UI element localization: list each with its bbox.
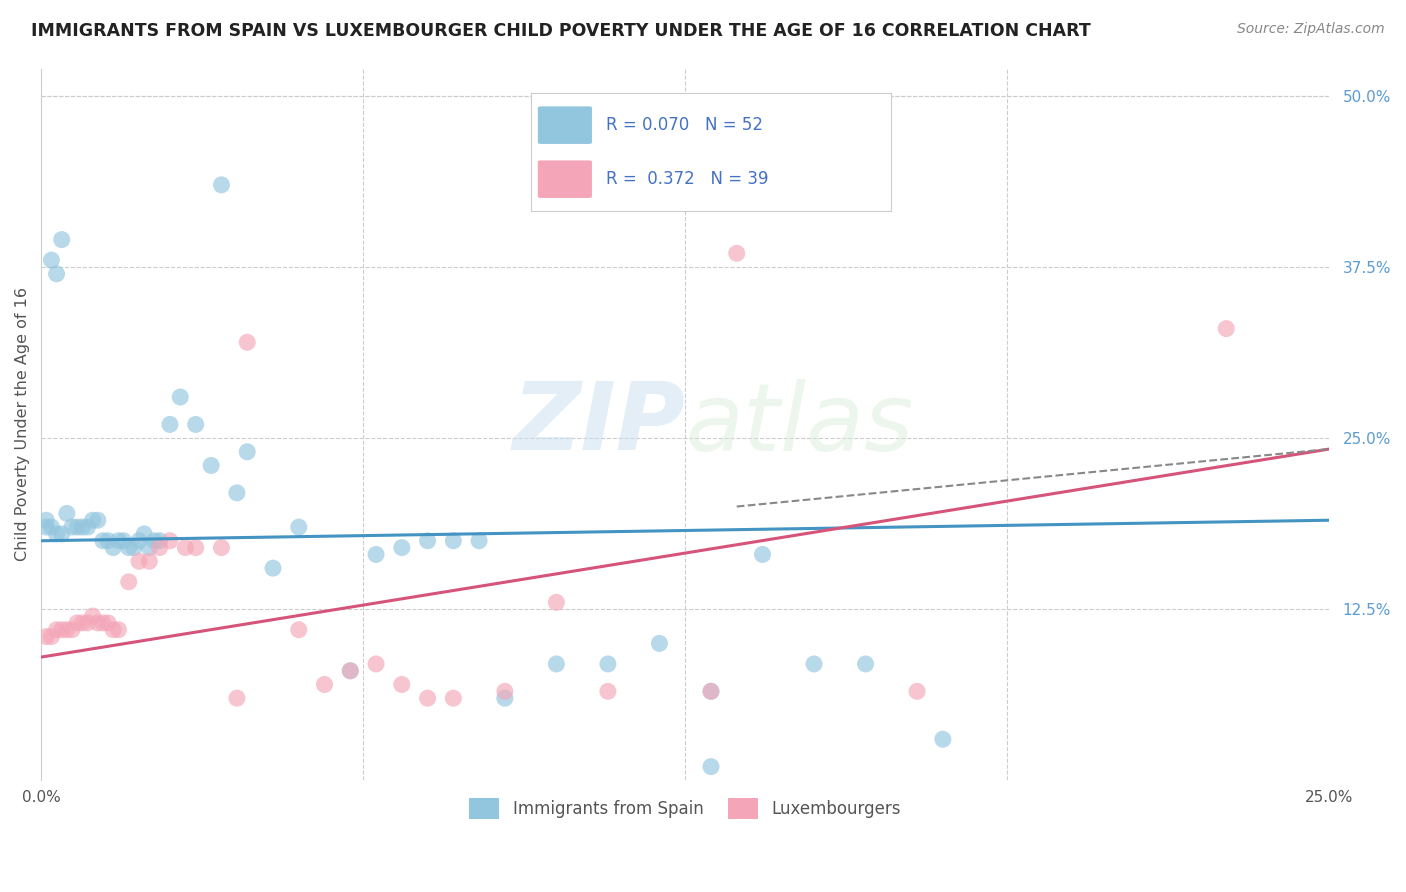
Point	[596, 684, 619, 698]
Point	[51, 623, 73, 637]
Point	[364, 657, 387, 671]
Point	[138, 554, 160, 568]
Point	[41, 630, 63, 644]
Point	[118, 541, 141, 555]
Point	[134, 527, 156, 541]
Point	[97, 533, 120, 548]
Point	[596, 657, 619, 671]
Point	[546, 595, 568, 609]
Text: Source: ZipAtlas.com: Source: ZipAtlas.com	[1237, 22, 1385, 37]
Point	[60, 623, 83, 637]
Point	[91, 615, 114, 630]
Point	[107, 623, 129, 637]
Point	[45, 623, 67, 637]
Point	[648, 636, 671, 650]
Point	[56, 623, 79, 637]
Point	[122, 541, 145, 555]
Point	[51, 233, 73, 247]
Point	[76, 520, 98, 534]
Point	[60, 520, 83, 534]
Point	[87, 513, 110, 527]
Point	[751, 548, 773, 562]
Point	[700, 684, 723, 698]
Point	[416, 691, 439, 706]
Point	[128, 533, 150, 548]
Text: IMMIGRANTS FROM SPAIN VS LUXEMBOURGER CHILD POVERTY UNDER THE AGE OF 16 CORRELAT: IMMIGRANTS FROM SPAIN VS LUXEMBOURGER CH…	[31, 22, 1091, 40]
Point	[128, 554, 150, 568]
Point	[82, 513, 104, 527]
Point	[41, 253, 63, 268]
Point	[159, 417, 181, 432]
Point	[35, 513, 58, 527]
Point	[184, 417, 207, 432]
Point	[118, 574, 141, 589]
Point	[287, 520, 309, 534]
Point	[149, 541, 172, 555]
Point	[103, 541, 125, 555]
Point	[226, 691, 249, 706]
Point	[66, 615, 89, 630]
Legend: Immigrants from Spain, Luxembourgers: Immigrants from Spain, Luxembourgers	[463, 792, 908, 825]
Point	[138, 541, 160, 555]
Point	[932, 732, 955, 747]
Point	[184, 541, 207, 555]
Point	[143, 533, 166, 548]
Point	[107, 533, 129, 548]
Point	[211, 541, 233, 555]
Y-axis label: Child Poverty Under the Age of 16: Child Poverty Under the Age of 16	[15, 287, 30, 561]
Point	[905, 684, 928, 698]
Point	[76, 615, 98, 630]
Text: atlas: atlas	[685, 379, 914, 470]
Point	[56, 507, 79, 521]
Point	[855, 657, 877, 671]
Point	[174, 541, 197, 555]
Point	[72, 520, 94, 534]
Point	[416, 533, 439, 548]
Point	[287, 623, 309, 637]
Point	[45, 527, 67, 541]
Point	[97, 615, 120, 630]
Point	[159, 533, 181, 548]
Point	[494, 691, 516, 706]
Point	[494, 684, 516, 698]
Point	[441, 691, 464, 706]
Point	[314, 677, 336, 691]
Point	[700, 759, 723, 773]
Text: ZIP: ZIP	[512, 378, 685, 470]
Point	[226, 486, 249, 500]
Point	[35, 630, 58, 644]
Point	[441, 533, 464, 548]
Point	[339, 664, 361, 678]
Point	[236, 444, 259, 458]
Point	[1215, 321, 1237, 335]
Point	[211, 178, 233, 192]
Point	[103, 623, 125, 637]
Point	[45, 267, 67, 281]
Point	[468, 533, 491, 548]
Point	[149, 533, 172, 548]
Point	[700, 684, 723, 698]
Point	[546, 657, 568, 671]
Point	[200, 458, 222, 473]
Point	[339, 664, 361, 678]
Point	[66, 520, 89, 534]
Point	[725, 246, 748, 260]
Point	[41, 520, 63, 534]
Point	[112, 533, 135, 548]
Point	[35, 520, 58, 534]
Point	[72, 615, 94, 630]
Point	[51, 527, 73, 541]
Point	[391, 677, 413, 691]
Point	[803, 657, 825, 671]
Point	[169, 390, 191, 404]
Point	[82, 609, 104, 624]
Point	[236, 335, 259, 350]
Point	[364, 548, 387, 562]
Point	[391, 541, 413, 555]
Point	[87, 615, 110, 630]
Point	[262, 561, 284, 575]
Point	[91, 533, 114, 548]
